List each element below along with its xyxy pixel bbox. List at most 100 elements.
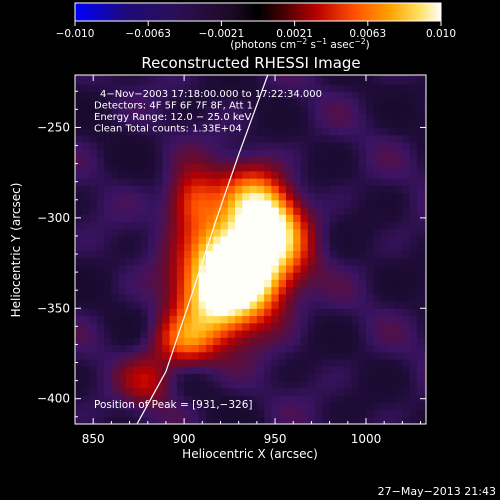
heatmap-cell [75, 84, 83, 92]
heatmap-cell [242, 257, 251, 266]
heatmap-cell [322, 105, 331, 114]
heatmap-cell [278, 98, 287, 107]
heatmap-cell [184, 409, 192, 418]
heatmap-cell [307, 91, 316, 100]
heatmap-cell [271, 134, 280, 143]
heatmap-cell [235, 272, 243, 280]
heatmap-cell [198, 308, 207, 317]
heatmap-cell [315, 293, 323, 302]
heatmap-cell [89, 395, 98, 403]
heatmap-cell [416, 243, 425, 251]
heatmap-cell [336, 235, 345, 244]
heatmap-cell [424, 272, 426, 280]
heatmap-cell [264, 228, 273, 237]
heatmap-cell [395, 127, 403, 136]
heatmap-cell [133, 156, 142, 165]
heatmap-cell [264, 395, 273, 403]
heatmap-cell [155, 243, 163, 251]
heatmap-cell [351, 141, 360, 150]
heatmap-cell [227, 264, 236, 273]
heatmap-cell [300, 358, 309, 367]
heatmap-cell [118, 329, 127, 338]
heatmap-cell [264, 221, 273, 230]
heatmap-cell [162, 192, 171, 201]
heatmap-cell [162, 409, 171, 418]
heatmap-cell [96, 264, 105, 273]
heatmap-cell [329, 105, 338, 114]
heatmap-cell [125, 315, 134, 324]
heatmap-cell [75, 207, 83, 215]
heatmap-cell [162, 402, 171, 411]
heatmap-cell [380, 315, 389, 324]
heatmap-cell [140, 315, 149, 324]
heatmap-cell [147, 84, 156, 92]
heatmap-cell [373, 235, 382, 244]
heatmap-cell [264, 235, 273, 244]
heatmap-cell [264, 315, 273, 324]
heatmap-cell [191, 250, 200, 259]
heatmap-cell [307, 105, 316, 114]
heatmap-cell [140, 257, 149, 266]
heatmap-cell [336, 402, 345, 411]
heatmap-cell [409, 199, 418, 208]
heatmap-cell [416, 351, 425, 360]
heatmap-cell [351, 322, 360, 331]
heatmap-cell [351, 199, 360, 208]
heatmap-cell [278, 185, 287, 194]
heatmap-cell [191, 366, 200, 374]
heatmap-cell [307, 264, 316, 273]
heatmap-cell [424, 112, 426, 121]
heatmap-cell [155, 105, 163, 114]
heatmap-cell [169, 293, 178, 302]
heatmap-cell [315, 286, 323, 295]
heatmap-cell [278, 380, 287, 389]
heatmap-cell [344, 178, 353, 186]
heatmap-cell [395, 185, 403, 194]
heatmap-cell [365, 120, 374, 129]
heatmap-cell [351, 84, 360, 92]
heatmap-cell [416, 293, 425, 302]
heatmap-cell [82, 250, 91, 259]
heatmap-cell [82, 366, 91, 374]
heatmap-cell [176, 366, 185, 374]
heatmap-cell [198, 207, 207, 215]
heatmap-cell [307, 301, 316, 309]
heatmap-cell [82, 170, 91, 179]
heatmap-cell [198, 221, 207, 230]
x-axis-label: Heliocentric X (arcsec) [182, 447, 318, 461]
heatmap-cell [89, 127, 98, 136]
heatmap-cell [184, 235, 192, 244]
heatmap-cell [278, 170, 287, 179]
heatmap-cell [344, 76, 353, 85]
heatmap-cell [133, 120, 142, 129]
heatmap-cell [111, 235, 120, 244]
heatmap-cell [96, 243, 105, 251]
heatmap-cell [111, 279, 120, 288]
heatmap-cell [264, 279, 273, 288]
heatmap-cell [205, 149, 214, 157]
heatmap-cell [205, 395, 214, 403]
heatmap-cell [424, 120, 426, 129]
heatmap-cell [205, 120, 214, 129]
heatmap-cell [184, 264, 192, 273]
heatmap-cell [395, 272, 403, 280]
heatmap-cell [140, 329, 149, 338]
heatmap-cell [285, 91, 294, 100]
heatmap-cell [264, 149, 273, 157]
heatmap-cell [256, 293, 265, 302]
heatmap-cell [198, 105, 207, 114]
heatmap-cell [191, 214, 200, 223]
heatmap-cell [402, 112, 411, 121]
heatmap-cell [307, 402, 316, 411]
heatmap-cell [111, 243, 120, 251]
heatmap-cell [176, 207, 185, 215]
heatmap-cell [336, 149, 345, 157]
heatmap-cell [89, 134, 98, 143]
heatmap-cell [315, 351, 323, 360]
heatmap-cell [147, 105, 156, 114]
heatmap-cell [387, 207, 396, 215]
heatmap-cell [162, 84, 171, 92]
heatmap-cell [213, 84, 222, 92]
heatmap-cell [256, 120, 265, 129]
heatmap-cell [365, 402, 374, 411]
